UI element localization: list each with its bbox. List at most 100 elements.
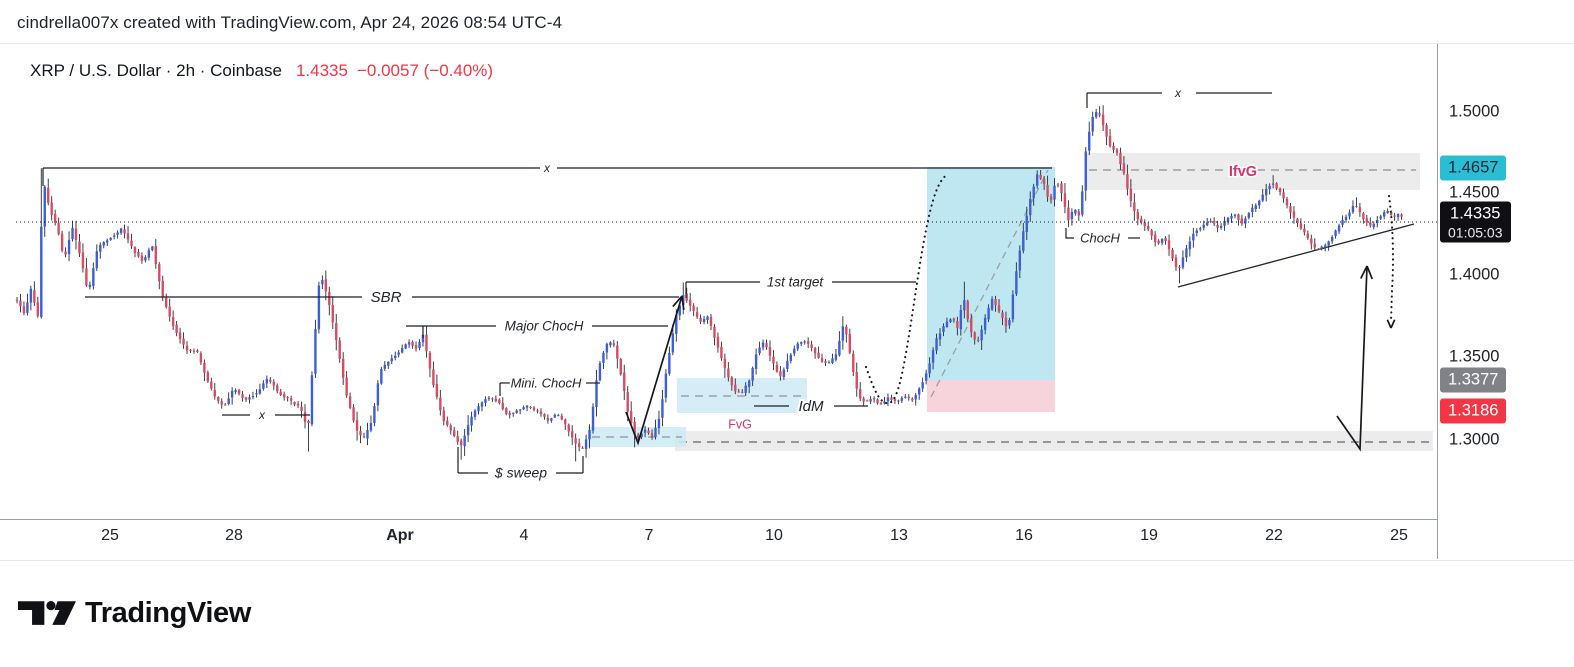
time-axis-border [0, 519, 1438, 520]
candle-down [1098, 113, 1101, 116]
candle-down [165, 297, 168, 307]
candle-up [473, 410, 477, 417]
candle-up [1025, 215, 1028, 233]
candle-down [192, 350, 196, 352]
candle-down [282, 394, 286, 398]
candle-down [1303, 228, 1306, 233]
candle-down [355, 420, 359, 431]
candle-up [924, 373, 928, 381]
candles-layer [15, 105, 1403, 462]
candle-up [1337, 225, 1341, 232]
candle-up [671, 333, 675, 353]
candle-down [813, 348, 817, 354]
candle-down [33, 290, 36, 303]
candle-down [439, 397, 442, 411]
candle-down [1046, 184, 1049, 197]
candle-up [484, 399, 487, 403]
candle-up [1084, 151, 1087, 191]
candle-down [911, 398, 914, 401]
candle-down [1126, 174, 1129, 189]
candle-down [501, 403, 504, 409]
candle-up [404, 344, 407, 349]
candle-down [171, 317, 175, 327]
dotted-arrow-down-head [1390, 319, 1396, 329]
candle-up [959, 309, 963, 330]
candle-down [1164, 238, 1167, 242]
candle-down [855, 371, 858, 389]
candle-down [411, 341, 414, 346]
candle-up [407, 342, 411, 345]
candle-down [508, 412, 511, 415]
candle-down [1299, 223, 1303, 229]
price-axis-label: 1.3500 [1449, 347, 1500, 366]
candle-down [1039, 174, 1042, 179]
candle-down [338, 340, 341, 359]
candle-down [879, 402, 883, 404]
candle-up [980, 329, 983, 341]
candle-down [289, 398, 293, 401]
first-target-line-label: 1st target [767, 275, 825, 290]
candle-down [303, 412, 307, 422]
candle-down [907, 396, 910, 399]
candle-down [890, 397, 893, 400]
price-axis-border [1437, 44, 1438, 559]
candle-down [629, 411, 633, 424]
candle-down [713, 326, 716, 338]
projection-arrow-right-head [1366, 265, 1374, 280]
candle-up [314, 329, 317, 374]
candle-down [1362, 213, 1365, 220]
time-axis-label: 25 [1390, 527, 1408, 544]
countdown-timer: 01:05:03 [1448, 224, 1503, 241]
candle-up [1202, 224, 1205, 228]
candle-down [560, 415, 563, 420]
candle-up [786, 360, 789, 369]
attribution-bar: cindrella007x created with TradingView.c… [17, 13, 562, 33]
candle-up [29, 288, 33, 303]
candle-up [643, 429, 647, 433]
tradingview-logo-icon [18, 601, 76, 625]
candle-down [1275, 183, 1278, 189]
candle-down [1004, 317, 1008, 327]
candle-down [126, 233, 130, 240]
candle-up [321, 279, 324, 285]
candle-down [1147, 226, 1150, 230]
candle-up [938, 333, 942, 340]
candle-down [348, 396, 352, 408]
candle-down [1167, 240, 1171, 250]
candle-up [1074, 209, 1077, 214]
candle-up [387, 361, 390, 366]
candle-up [88, 284, 92, 287]
candle-down [185, 345, 189, 351]
candle-up [1254, 205, 1257, 209]
candle-down [199, 353, 203, 363]
candle-down [432, 369, 435, 386]
candle-down [1067, 207, 1070, 221]
box-dashed-diagonal [930, 169, 1049, 398]
candle-down [1077, 211, 1081, 216]
candle-up [1348, 212, 1351, 217]
candle-down [78, 241, 81, 254]
candle-down [775, 365, 779, 372]
candle-down [727, 368, 730, 378]
dollar-sweep-line-label: $ sweep [494, 465, 547, 481]
candle-up [1341, 219, 1344, 225]
zones-layer [588, 153, 1433, 451]
candle-up [883, 401, 886, 404]
candle-down [1119, 152, 1122, 165]
candle-up [987, 307, 990, 320]
candle-down [1393, 215, 1396, 217]
time-axis-label: 7 [644, 527, 654, 544]
candle-down [876, 399, 879, 404]
candle-down [952, 318, 956, 321]
candle-down [269, 379, 272, 382]
candle-down [779, 371, 782, 377]
candle-up [400, 347, 404, 353]
diagonals-layer [930, 169, 1415, 398]
candle-up [900, 397, 904, 401]
candle-down [435, 383, 439, 397]
candle-down [1282, 192, 1285, 199]
candle-up [1181, 257, 1185, 268]
candle-up [116, 232, 119, 235]
candle-up [747, 380, 751, 387]
